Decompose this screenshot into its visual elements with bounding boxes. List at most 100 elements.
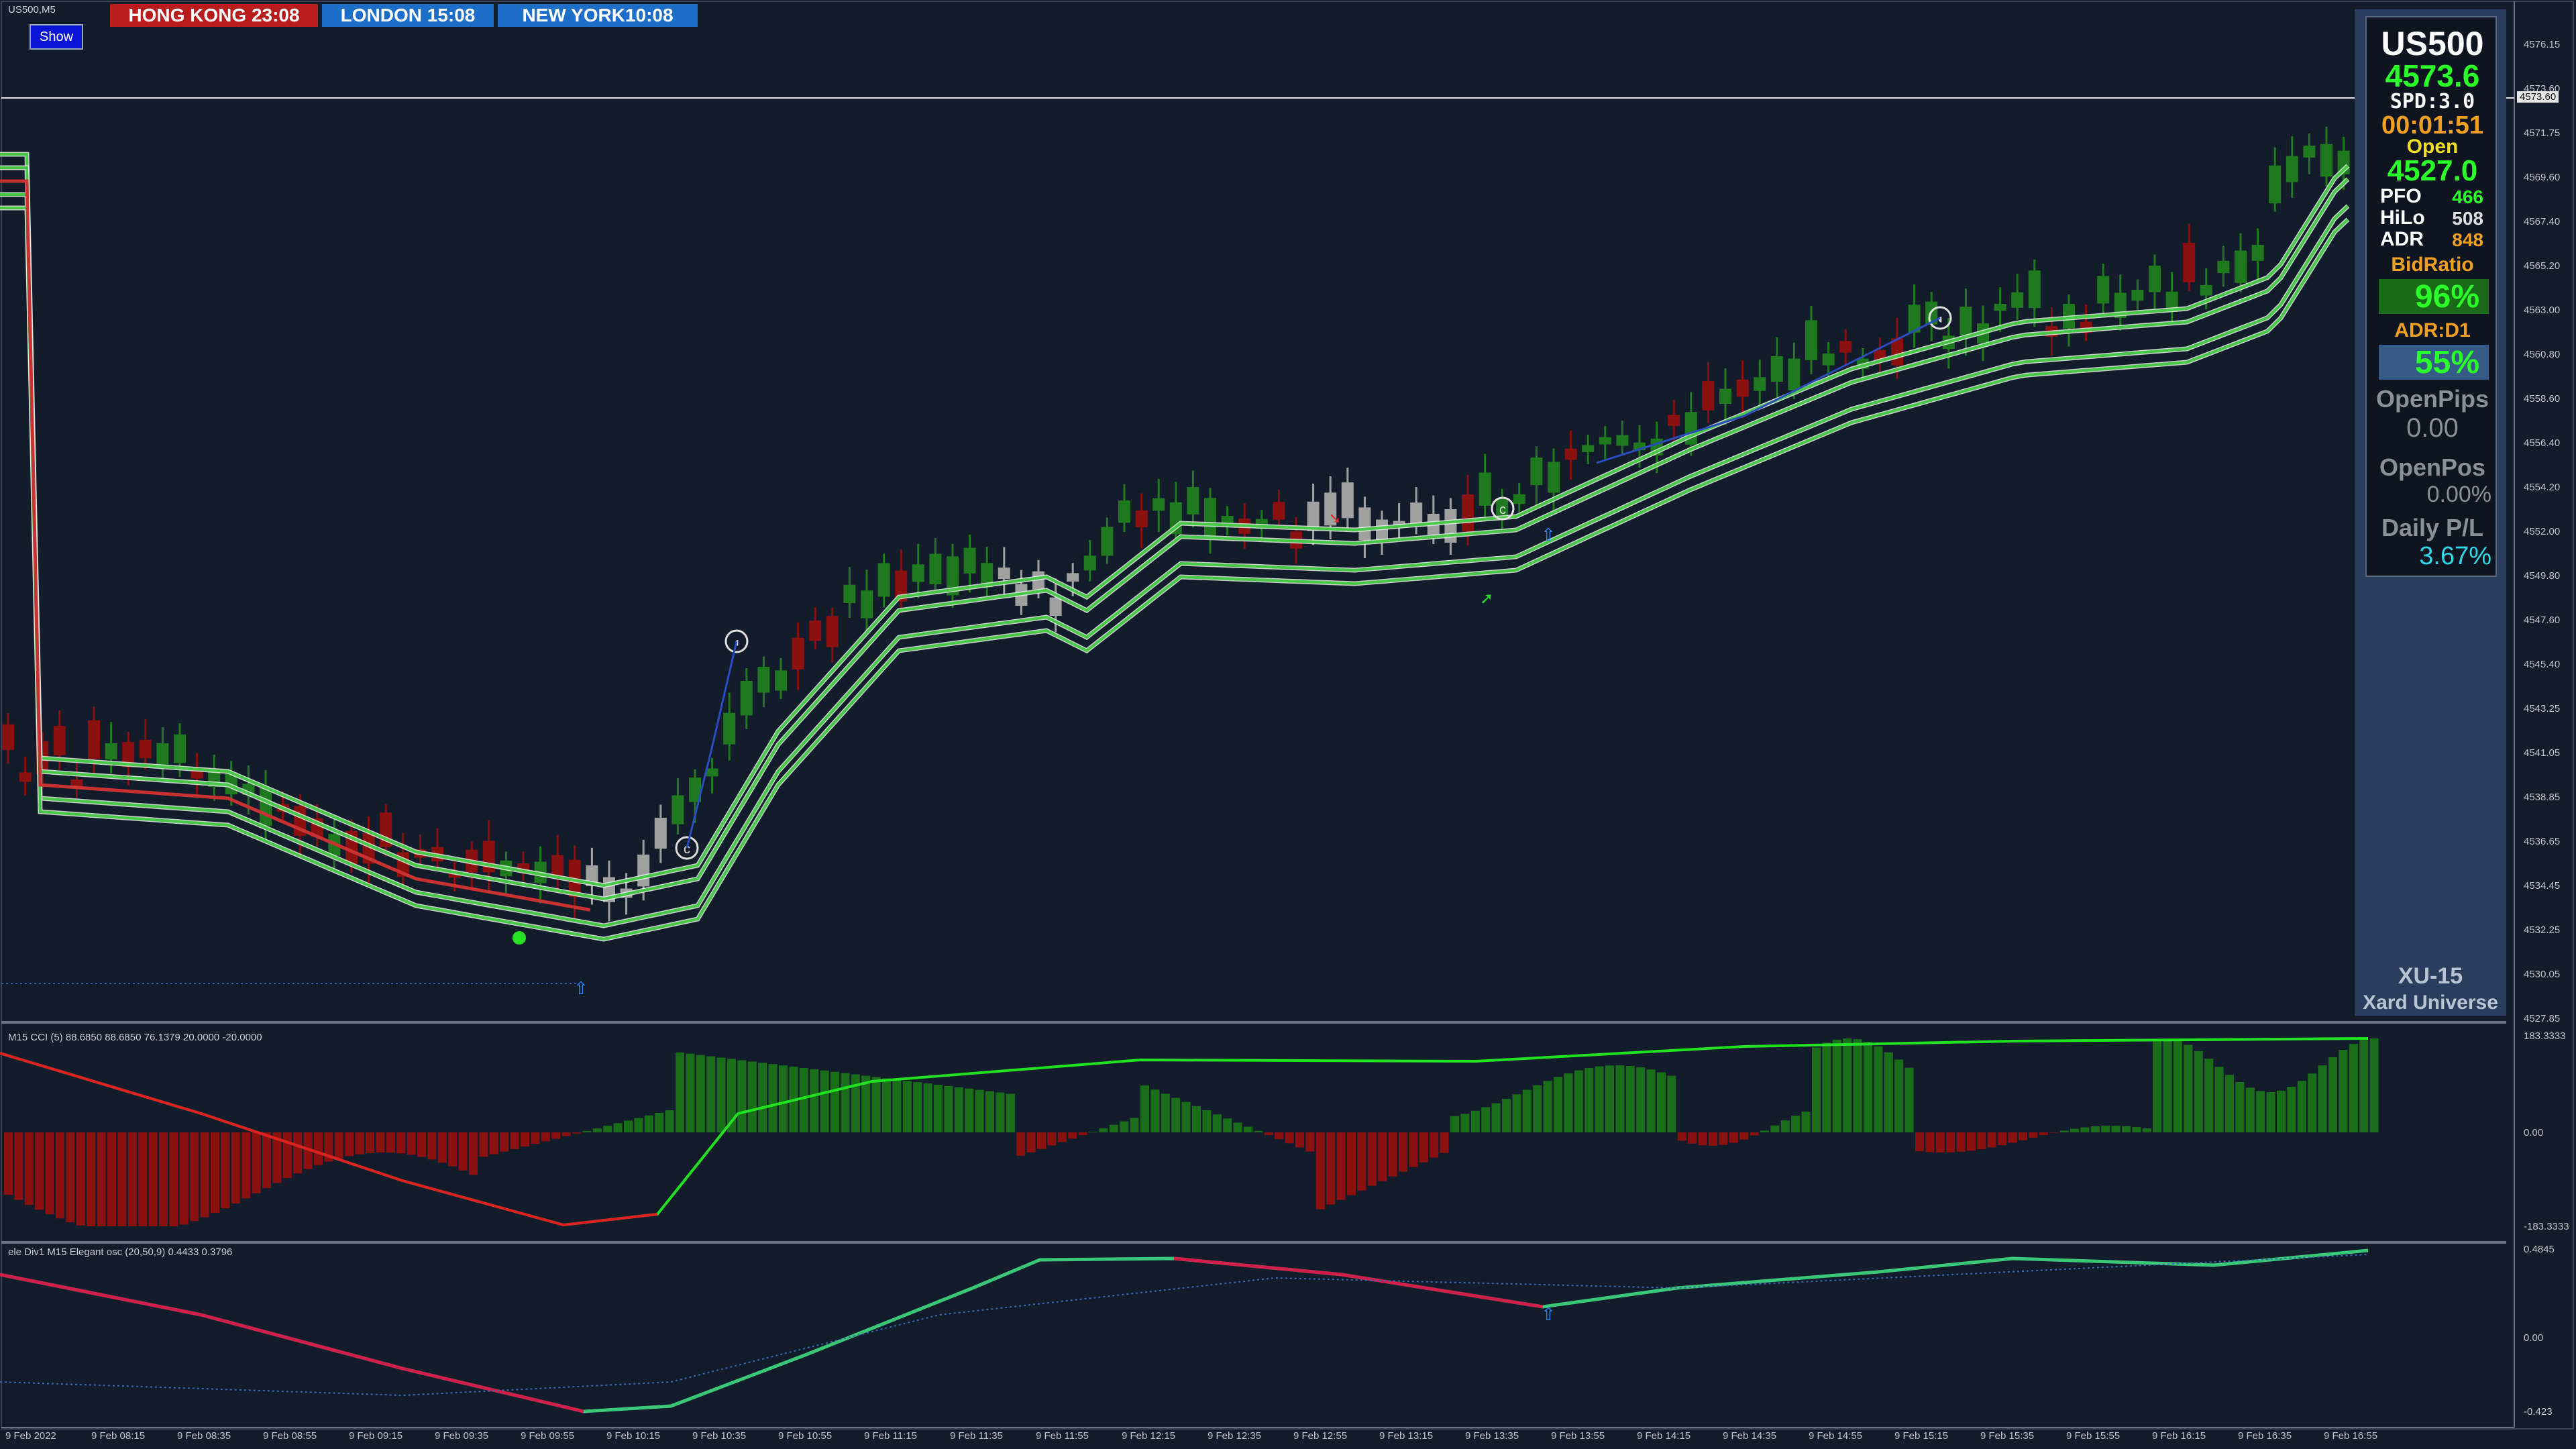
candle-body xyxy=(2165,291,2178,312)
cci-bar xyxy=(262,1132,271,1189)
cci-bar xyxy=(2339,1049,2348,1132)
cci-title: M15 CCI (5) 88.6850 88.6850 76.1379 20.0… xyxy=(8,1032,262,1043)
candle-body xyxy=(1702,381,1715,411)
cci-bar xyxy=(76,1132,85,1226)
pfo-value: 466 xyxy=(2452,186,2483,207)
cci-bar xyxy=(665,1110,674,1132)
cci-bar xyxy=(810,1069,819,1132)
cci-bar xyxy=(2287,1086,2296,1132)
candle-body xyxy=(723,712,736,745)
panel-timer: 00:01:51 xyxy=(2381,111,2484,140)
cci-bar xyxy=(1636,1067,1646,1132)
price-tick-label: 4538.85 xyxy=(2524,792,2561,803)
cci-bar xyxy=(1388,1132,1397,1177)
cci-bar xyxy=(24,1132,34,1205)
cci-bar xyxy=(1295,1132,1304,1148)
cci-bar xyxy=(1760,1130,1769,1132)
cci-bar xyxy=(1915,1132,1924,1152)
candle-body xyxy=(1376,519,1388,542)
time-tick-label: 9 Feb 13:55 xyxy=(1551,1430,1605,1442)
cci-bar xyxy=(87,1132,96,1226)
cci-bar xyxy=(2039,1132,2048,1136)
cci-bar xyxy=(1336,1132,1346,1200)
cci-bar xyxy=(541,1132,550,1142)
price-tick-label: 4567.40 xyxy=(2524,216,2561,227)
candle-body xyxy=(895,570,908,602)
cci-bar xyxy=(1822,1042,1831,1132)
candle-body xyxy=(1788,358,1801,390)
cci-bar xyxy=(138,1132,148,1226)
cci-bar xyxy=(1254,1130,1263,1132)
candle-body xyxy=(877,563,890,597)
cci-bar xyxy=(2359,1040,2369,1132)
brand-code: XU-15 xyxy=(2398,963,2463,989)
cci-bar xyxy=(1347,1132,1356,1195)
cci-bar xyxy=(1244,1126,1252,1132)
cci-bar xyxy=(407,1132,416,1155)
candle-body xyxy=(1633,442,1646,451)
cci-bar xyxy=(396,1132,406,1154)
cci-bar xyxy=(923,1083,932,1132)
cci-bar xyxy=(944,1085,953,1132)
cci-bar xyxy=(1275,1132,1284,1140)
candle-body xyxy=(1994,303,2006,311)
cci-bar xyxy=(2174,1040,2182,1132)
price-tick-label: 4527.85 xyxy=(2524,1013,2561,1024)
cci-bar xyxy=(1750,1132,1759,1136)
price-tick-label: 4545.40 xyxy=(2524,659,2561,670)
openpips-value: 0.00 xyxy=(2406,413,2459,443)
candle-body xyxy=(105,743,117,760)
cci-bar xyxy=(1770,1125,1780,1132)
cci-bar xyxy=(820,1070,829,1132)
cci-bar xyxy=(758,1063,767,1132)
cci-bar xyxy=(489,1132,498,1155)
show-button[interactable]: Show xyxy=(30,24,83,50)
cci-bar xyxy=(252,1132,261,1193)
cci-bar xyxy=(2070,1128,2079,1132)
cci-bar xyxy=(345,1132,354,1157)
cci-bar xyxy=(56,1132,64,1219)
down-arrow-icon: ➘ xyxy=(1329,510,1341,527)
cci-bar xyxy=(624,1120,633,1132)
time-tick-label: 9 Feb 16:35 xyxy=(2238,1430,2292,1442)
cci-bar xyxy=(861,1075,871,1132)
price-tick-label: 4565.20 xyxy=(2524,260,2561,272)
trend-line xyxy=(686,641,738,849)
cci-bar xyxy=(1099,1128,1108,1132)
cci-bar xyxy=(1956,1132,1966,1152)
cci-bar xyxy=(975,1089,984,1132)
cci-bar xyxy=(1884,1052,1893,1132)
cci-bar xyxy=(2049,1132,2059,1133)
cci-bar xyxy=(696,1055,705,1132)
cci-bar xyxy=(417,1132,426,1157)
fractal-arrow-icon: ⇧ xyxy=(1541,1304,1556,1324)
clock-hong-kong: HONG KONG 23:08 xyxy=(110,4,318,27)
candle-body xyxy=(191,770,203,779)
candle-body xyxy=(1564,448,1577,460)
cci-bar xyxy=(1646,1069,1656,1132)
cci-level-top: 183.3333 xyxy=(2524,1030,2566,1042)
cci-bar xyxy=(2245,1087,2255,1132)
signal-marker-1: c xyxy=(675,836,699,860)
candle-body xyxy=(963,547,976,574)
candle-body xyxy=(2235,250,2247,283)
candle-body xyxy=(2217,260,2230,274)
candle-body xyxy=(740,680,753,716)
price-tick-label: 4576.15 xyxy=(2524,39,2561,50)
candle-body xyxy=(1324,492,1337,526)
cci-bar xyxy=(1574,1070,1583,1132)
signal-marker-4: ◖ xyxy=(1928,306,1952,330)
cci-bar xyxy=(1150,1089,1160,1132)
cci-bar xyxy=(1192,1106,1201,1132)
time-tick-label: 9 Feb 11:35 xyxy=(950,1430,1003,1442)
time-tick-label: 9 Feb 09:35 xyxy=(435,1430,489,1442)
info-panel-inner: US500 4573.6 SPD:3.0 00:01:51 Open 4527.… xyxy=(2365,16,2497,577)
cci-bar xyxy=(2214,1067,2224,1132)
cci-bar xyxy=(2204,1059,2214,1132)
time-tick-label: 9 Feb 12:35 xyxy=(1208,1430,1262,1442)
candle-body xyxy=(122,742,135,767)
bidratio-label: BidRatio xyxy=(2391,254,2474,276)
cci-bar xyxy=(768,1064,777,1132)
